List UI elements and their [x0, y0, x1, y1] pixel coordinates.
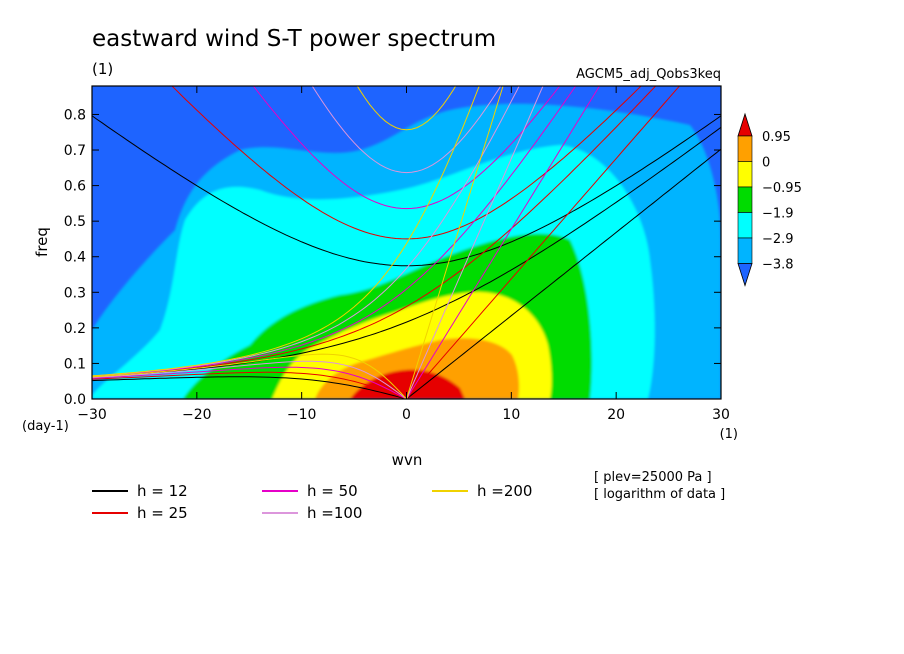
inertio-gravity-wave-curve — [252, 86, 561, 210]
colorbar-swatch — [737, 161, 753, 188]
y-axis-unit: (day-1) — [22, 419, 69, 434]
kelvin-wave-curve — [406, 86, 504, 399]
legend-label: h = 12 — [137, 482, 188, 500]
mixed-rossby-gravity-curve — [92, 86, 520, 377]
rossby-wave-curve — [92, 360, 407, 399]
legend: h = 12 h = 25 h = 50 h =100 h =200 — [92, 482, 532, 522]
colorbar: 0.95 0 −0.95 −1.9 −2.9 −3.8 — [737, 112, 802, 287]
y-tick-label: 0.4 — [64, 250, 86, 266]
kelvin-wave-curve — [406, 86, 681, 399]
chart-subtitle-right: AGCM5_adj_Qobs3keq — [576, 67, 721, 82]
rossby-wave-curve — [92, 366, 407, 399]
legend-label: h = 25 — [137, 504, 188, 522]
x-axis-label: wvn — [392, 451, 423, 469]
rossby-wave-curve — [92, 376, 407, 399]
inertio-gravity-wave-curve — [356, 86, 457, 131]
colorbar-swatch — [737, 186, 753, 213]
chart-subtitle-left: (1) — [92, 60, 113, 78]
annotation-plev: [ plev=25000 Pa ] — [594, 470, 712, 485]
y-tick-label: 0.7 — [64, 143, 86, 159]
y-tick-label: 0.3 — [64, 285, 86, 301]
y-axis-label: freq — [33, 227, 51, 257]
colorbar-swatch — [737, 135, 753, 162]
kelvin-wave-curve — [406, 86, 544, 399]
inertio-gravity-wave-curve — [311, 86, 502, 174]
y-tick-label: 0.2 — [64, 321, 86, 337]
colorbar-label: −1.9 — [762, 207, 794, 222]
contour-fills — [92, 103, 721, 399]
mixed-rossby-gravity-curve — [92, 86, 480, 377]
y-tick-label: 0.0 — [64, 392, 86, 408]
annotation-log: [ logarithm of data ] — [594, 487, 725, 502]
inertio-gravity-wave-curve — [171, 86, 642, 240]
colorbar-label: −2.9 — [762, 232, 794, 247]
x-tick-label: −20 — [182, 407, 212, 423]
x-axis: −30 −20 −10 0 10 20 30 — [77, 86, 730, 423]
colorbar-label: 0.95 — [762, 130, 791, 145]
x-tick-label: −30 — [77, 407, 107, 423]
mixed-rossby-gravity-curve — [92, 86, 577, 377]
kelvin-wave-curve — [406, 148, 721, 399]
dispersion-curves — [92, 86, 721, 399]
colorbar-label: −3.8 — [762, 258, 794, 273]
x-axis-unit: (1) — [720, 427, 738, 442]
plot-area — [92, 86, 721, 399]
y-tick-label: 0.6 — [64, 179, 86, 195]
kelvin-wave-curve — [406, 86, 601, 399]
colorbar-top-arrow — [737, 112, 753, 137]
x-tick-label: 30 — [712, 407, 730, 423]
y-tick-label: 0.1 — [64, 356, 86, 372]
colorbar-swatch — [737, 237, 753, 264]
colorbar-bottom-arrow — [737, 263, 753, 287]
x-tick-label: 10 — [502, 407, 520, 423]
chart-title: eastward wind S-T power spectrum — [92, 26, 496, 52]
y-tick-label: 0.8 — [64, 107, 86, 123]
colorbar-label: 0 — [762, 156, 770, 171]
colorbar-label: −0.95 — [762, 181, 802, 196]
rossby-wave-curve — [92, 371, 407, 399]
mixed-rossby-gravity-curve — [92, 126, 721, 378]
legend-label: h =100 — [307, 504, 362, 522]
y-tick-label: 0.5 — [64, 214, 86, 230]
legend-label: h = 50 — [307, 482, 358, 500]
rossby-wave-curve — [92, 353, 407, 399]
y-axis: 0.0 0.1 0.2 0.3 0.4 0.5 0.6 0.7 0.8 — [64, 107, 721, 408]
mixed-rossby-gravity-curve — [92, 86, 657, 378]
x-tick-label: 0 — [402, 407, 411, 423]
legend-label: h =200 — [477, 482, 532, 500]
inertio-gravity-wave-curve — [92, 115, 721, 267]
colorbar-swatch — [737, 212, 753, 239]
x-tick-label: −10 — [287, 407, 317, 423]
x-tick-label: 20 — [607, 407, 625, 423]
